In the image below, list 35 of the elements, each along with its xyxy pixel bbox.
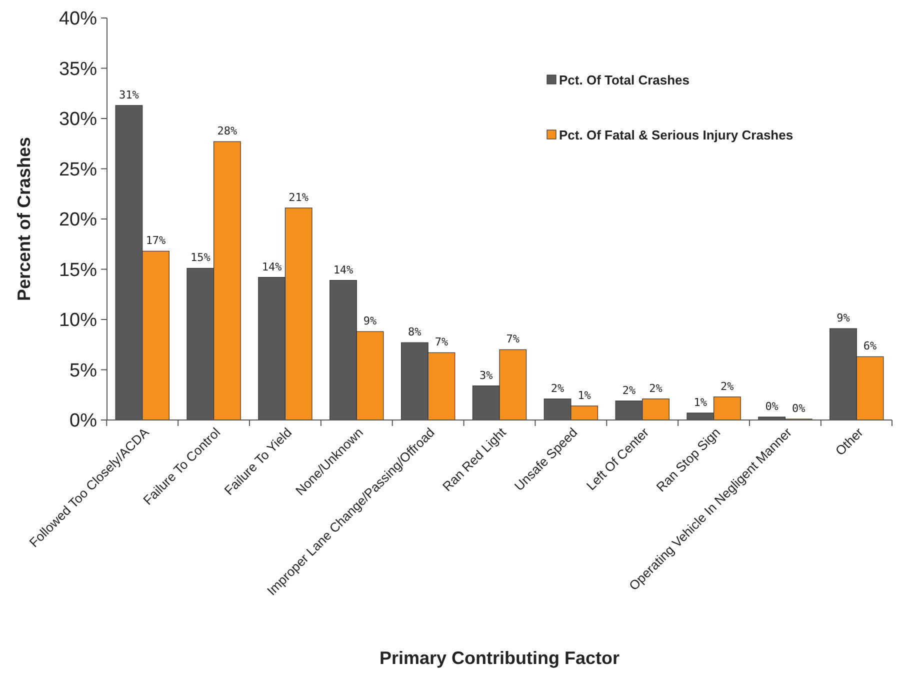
- y-tick-label: 20%: [58, 210, 98, 231]
- data-label: 14%: [262, 260, 282, 274]
- y-tick-label: 25%: [58, 159, 98, 180]
- data-label: 1%: [578, 388, 592, 402]
- data-label: 14%: [333, 263, 354, 276]
- data-label: 1%: [694, 396, 708, 409]
- data-label: 2%: [649, 382, 663, 395]
- y-tick-label: 40%: [58, 8, 98, 30]
- data-label: 2%: [720, 380, 734, 393]
- data-label: 7%: [434, 336, 448, 349]
- data-label: 15%: [190, 251, 211, 264]
- data-label: 31%: [119, 88, 140, 102]
- legend-label: Pct. Of Fatal & Serious Injury Crashes: [559, 128, 794, 143]
- y-tick-label: 30%: [58, 109, 98, 130]
- y-tick-label: 10%: [58, 310, 98, 332]
- data-label: 8%: [408, 326, 422, 339]
- data-label: 2%: [622, 384, 636, 397]
- data-label: 0%: [765, 400, 779, 413]
- data-label: 2%: [550, 382, 565, 395]
- data-label: 9%: [836, 312, 850, 325]
- y-tick-label: 35%: [58, 58, 98, 80]
- y-tick-label: 0%: [70, 410, 98, 432]
- legend-label: Pct. Of Total Crashes: [559, 72, 690, 88]
- data-label: 17%: [146, 234, 166, 248]
- y-tick-label: 5%: [70, 360, 98, 382]
- x-axis-title: Primary Contributing Factor: [379, 648, 620, 668]
- data-label: 7%: [506, 332, 520, 346]
- data-label: 9%: [363, 314, 378, 328]
- data-label: 3%: [479, 368, 494, 382]
- data-label: 28%: [217, 124, 238, 138]
- y-axis-title: Percent of Crashes: [14, 136, 34, 302]
- y-tick-label: 15%: [58, 260, 98, 281]
- data-label: 0%: [792, 402, 806, 415]
- data-label: 21%: [288, 190, 309, 204]
- data-label: 6%: [863, 340, 878, 353]
